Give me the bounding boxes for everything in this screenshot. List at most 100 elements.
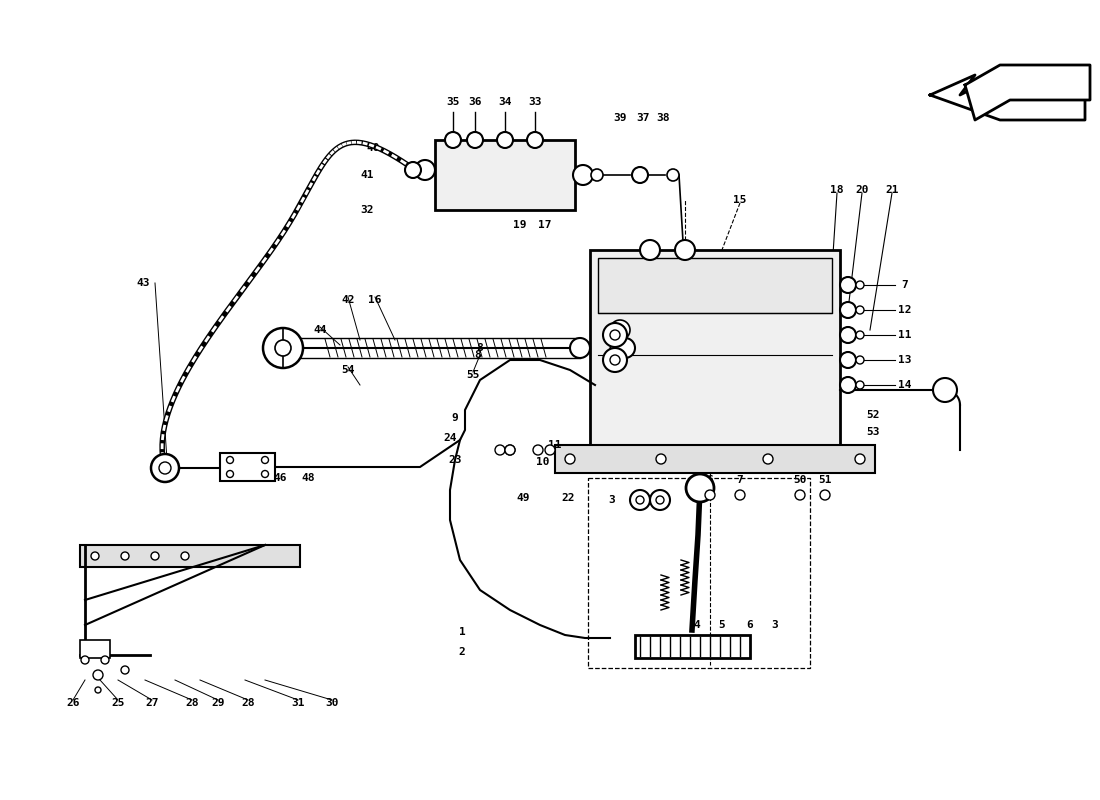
Text: 16: 16 [368, 295, 382, 305]
Text: 13: 13 [899, 355, 912, 365]
Text: 51: 51 [818, 475, 832, 485]
Text: 4: 4 [694, 620, 701, 630]
Text: 21: 21 [886, 185, 899, 195]
Circle shape [856, 331, 864, 339]
Circle shape [630, 490, 650, 510]
Circle shape [263, 328, 302, 368]
Text: 28: 28 [241, 698, 255, 708]
Text: 43: 43 [136, 278, 150, 288]
Text: 32: 32 [361, 205, 374, 215]
Text: 42: 42 [341, 295, 354, 305]
Circle shape [275, 340, 292, 356]
Text: 49: 49 [516, 493, 530, 503]
Circle shape [856, 381, 864, 389]
Text: 26: 26 [66, 698, 79, 708]
Text: 35: 35 [447, 97, 460, 107]
Circle shape [856, 281, 864, 289]
Text: 30: 30 [326, 698, 339, 708]
Circle shape [615, 345, 625, 355]
Text: 37: 37 [636, 113, 650, 123]
Text: 12: 12 [899, 305, 912, 315]
Circle shape [505, 445, 515, 455]
Text: 40: 40 [366, 143, 379, 153]
Text: 29: 29 [211, 698, 224, 708]
Text: 1: 1 [459, 627, 465, 637]
Text: 15: 15 [734, 195, 747, 205]
Circle shape [840, 352, 856, 368]
Text: 20: 20 [856, 185, 869, 195]
Text: 9: 9 [452, 413, 459, 423]
Circle shape [570, 338, 590, 358]
Circle shape [101, 656, 109, 664]
Circle shape [667, 169, 679, 181]
Text: 17: 17 [538, 220, 552, 230]
Text: 24: 24 [443, 433, 456, 443]
Circle shape [840, 377, 856, 393]
Text: 11: 11 [548, 440, 562, 450]
Circle shape [495, 445, 505, 455]
Text: 3: 3 [608, 495, 615, 505]
Circle shape [656, 496, 664, 504]
Text: 18: 18 [830, 185, 844, 195]
Bar [598, 258, 832, 313]
Text: 28: 28 [185, 698, 199, 708]
Text: 50: 50 [793, 475, 806, 485]
Circle shape [160, 462, 170, 474]
Circle shape [656, 454, 666, 464]
Bar [80, 545, 300, 567]
Circle shape [94, 670, 103, 680]
Polygon shape [965, 65, 1090, 120]
Text: 23: 23 [449, 455, 462, 465]
Circle shape [121, 552, 129, 560]
Text: 34: 34 [498, 97, 512, 107]
Text: 39: 39 [614, 113, 627, 123]
Circle shape [91, 552, 99, 560]
Circle shape [227, 457, 233, 463]
Circle shape [610, 330, 620, 340]
Circle shape [615, 338, 635, 358]
Text: 52: 52 [867, 410, 880, 420]
Circle shape [763, 454, 773, 464]
Text: 44: 44 [314, 325, 327, 335]
Text: 46: 46 [273, 473, 287, 483]
Circle shape [262, 457, 268, 463]
Bar [635, 635, 750, 658]
Text: 6: 6 [747, 620, 754, 630]
Circle shape [591, 169, 603, 181]
Circle shape [933, 378, 957, 402]
Text: 36: 36 [469, 97, 482, 107]
Text: 38: 38 [657, 113, 670, 123]
Text: 31: 31 [292, 698, 305, 708]
Circle shape [610, 340, 630, 360]
Circle shape [820, 490, 830, 500]
Circle shape [415, 160, 434, 180]
Circle shape [151, 454, 179, 482]
Circle shape [151, 552, 160, 560]
Text: 5: 5 [718, 620, 725, 630]
Bar [220, 453, 275, 481]
Circle shape [603, 348, 627, 372]
Circle shape [686, 474, 714, 502]
Circle shape [840, 277, 856, 293]
Circle shape [675, 240, 695, 260]
Circle shape [856, 306, 864, 314]
Circle shape [497, 132, 513, 148]
Circle shape [650, 490, 670, 510]
Text: 33: 33 [528, 97, 541, 107]
Bar [434, 140, 575, 210]
Circle shape [610, 355, 620, 365]
Bar [590, 250, 840, 445]
Circle shape [565, 454, 575, 464]
Text: 8: 8 [474, 350, 482, 360]
Text: 14: 14 [899, 380, 912, 390]
Text: 41: 41 [361, 170, 374, 180]
Circle shape [262, 470, 268, 478]
Circle shape [795, 490, 805, 500]
Circle shape [632, 167, 648, 183]
Circle shape [636, 496, 644, 504]
Text: 7: 7 [737, 475, 744, 485]
Circle shape [840, 327, 856, 343]
Circle shape [95, 687, 101, 693]
Text: 8: 8 [476, 343, 483, 353]
Text: 53: 53 [867, 427, 880, 437]
